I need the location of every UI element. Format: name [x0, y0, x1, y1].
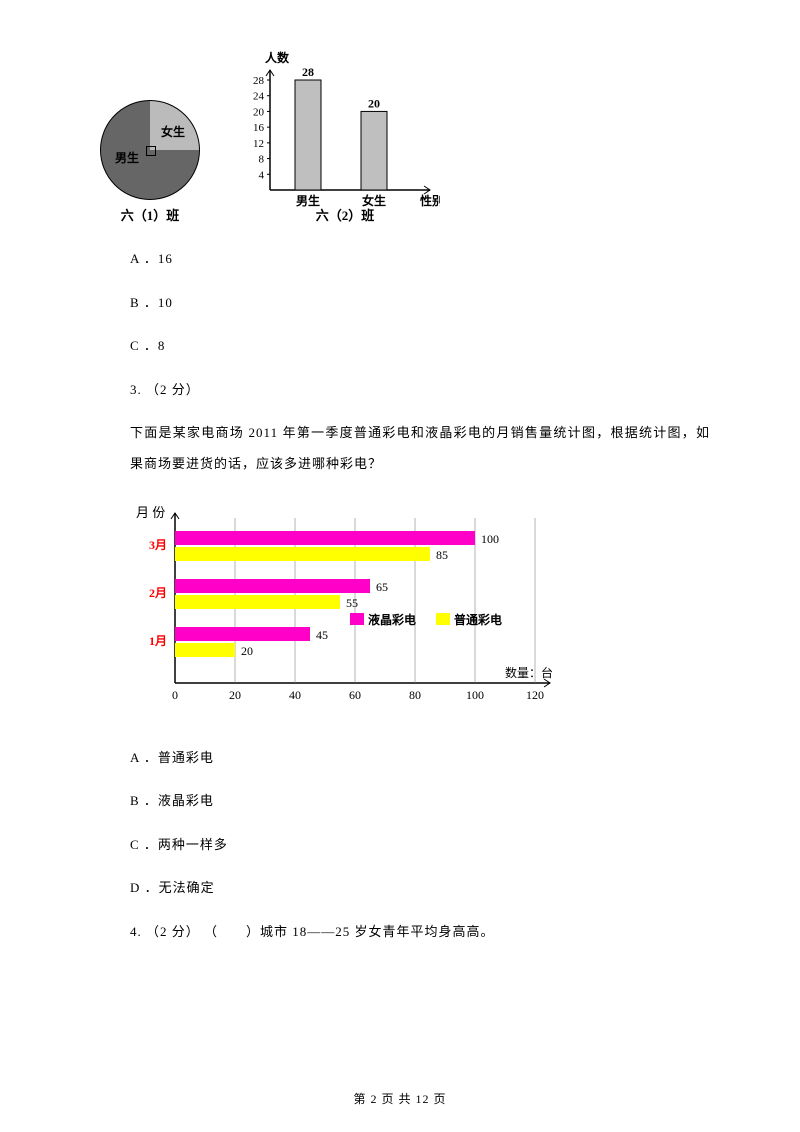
pie-chart-block: 女生 男生 六（1）班: [100, 100, 200, 226]
q3-option-c: C ．两种一样多: [130, 835, 710, 855]
svg-text:45: 45: [316, 628, 328, 642]
q3-number: 3. （2 分）: [130, 380, 710, 400]
svg-text:28: 28: [253, 75, 265, 87]
svg-text:4: 4: [259, 169, 265, 181]
svg-text:女生: 女生: [362, 193, 386, 208]
svg-text:16: 16: [253, 122, 265, 134]
q2-option-c: C ．8: [130, 336, 710, 356]
svg-text:20: 20: [229, 688, 241, 702]
svg-text:2月: 2月: [149, 586, 167, 600]
svg-text:60: 60: [349, 688, 361, 702]
svg-text:20: 20: [368, 96, 380, 110]
svg-text:男生: 男生: [296, 193, 320, 208]
svg-text:普通彩电: 普通彩电: [454, 612, 502, 627]
figure-row: 女生 男生 六（1）班 人数48121620242828男生20女生性别六（2）…: [100, 50, 710, 225]
pie-caption: 六（1）班: [100, 206, 200, 226]
svg-text:100: 100: [481, 532, 499, 546]
pie-center-marker: [146, 146, 156, 156]
horizontal-bar-chart: 月 份 0 20 40 60 80 100 120 3月 100 85 2月 65 55 1月 45 20 液晶彩…: [130, 503, 710, 724]
svg-text:40: 40: [289, 688, 301, 702]
svg-text:85: 85: [436, 548, 448, 562]
svg-text:12: 12: [253, 138, 264, 150]
q3-option-b: B ．液晶彩电: [130, 791, 710, 811]
q3-option-a: A ．普通彩电: [130, 748, 710, 768]
q2-option-a: A ．16: [130, 249, 710, 269]
svg-text:55: 55: [346, 596, 358, 610]
svg-text:人数: 人数: [265, 50, 290, 65]
page-footer: 第 2 页 共 12 页: [0, 1090, 800, 1108]
svg-text:8: 8: [259, 154, 265, 166]
q4-line: 4. （2 分） （ ）城市 18——25 岁女青年平均身高高。: [130, 922, 710, 942]
svg-text:六（2）班: 六（2）班: [316, 208, 375, 223]
hbar-svg: 月 份 0 20 40 60 80 100 120 3月 100 85 2月 65 55 1月 45 20 液晶彩…: [130, 503, 570, 718]
svg-text:20: 20: [241, 644, 253, 658]
page: 女生 男生 六（1）班 人数48121620242828男生20女生性别六（2）…: [0, 0, 800, 1132]
svg-text:24: 24: [253, 91, 265, 103]
svg-text:100: 100: [466, 688, 484, 702]
svg-text:20: 20: [253, 106, 265, 118]
pie-girls-label: 女生: [161, 123, 185, 141]
q3-answer-list: A ．普通彩电 B ．液晶彩电 C ．两种一样多 D ．无法确定: [130, 748, 710, 898]
svg-text:1月: 1月: [149, 634, 167, 648]
pie-boys-label: 男生: [115, 149, 139, 167]
svg-text:性别: 性别: [419, 193, 440, 208]
q3-option-d: D ．无法确定: [130, 878, 710, 898]
vertical-bar-chart: 人数 4 8 12 16 20 24 28 28 男生 20 女生 性别六（2）班: [240, 50, 440, 225]
svg-text:0: 0: [172, 688, 178, 702]
svg-text:液晶彩电: 液晶彩电: [368, 612, 416, 627]
q2-answer-list: A ．16 B ．10 C ．8: [130, 249, 710, 356]
svg-text:80: 80: [409, 688, 421, 702]
svg-text:3月: 3月: [149, 538, 167, 552]
svg-text:120: 120: [526, 688, 544, 702]
q3-text: 下面是某家电商场 2011 年第一季度普通彩电和液晶彩电的月销售量统计图，根据统…: [130, 417, 710, 479]
vbar-svg: 人数 4 8 12 16 20 24 28 28 男生 20 女生 性别六（2）班: [240, 50, 440, 225]
svg-text:月 份: 月 份: [136, 505, 165, 520]
pie-chart: 女生 男生: [100, 100, 200, 200]
svg-text:65: 65: [376, 580, 388, 594]
svg-text:数量：台: 数量：台: [505, 665, 553, 680]
q2-option-b: B ．10: [130, 293, 710, 313]
svg-text:28: 28: [302, 65, 314, 79]
